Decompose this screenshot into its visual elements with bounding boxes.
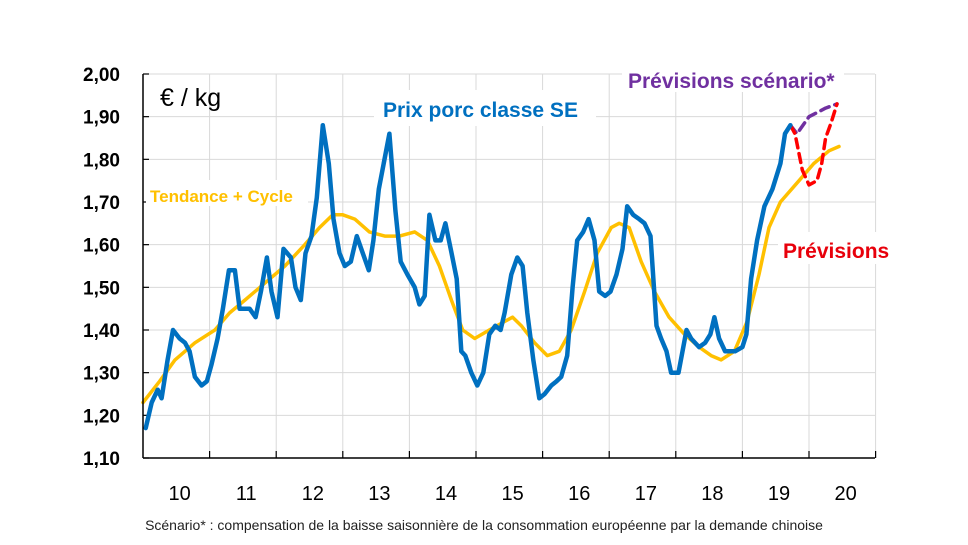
y-tick-label: 2,00 (83, 65, 120, 86)
x-tick-label: 19 (768, 483, 790, 505)
x-tick-label: 14 (435, 483, 457, 505)
y-axis-ticks: 1,10 1,20 1,30 1,40 1,50 1,60 1,70 1,80 1,90 2,00 (83, 65, 149, 470)
series-lines (141, 102, 841, 431)
x-tick-label: 15 (502, 483, 524, 505)
legend-label-scenario: Prévisions scénario* (628, 70, 835, 93)
y-tick-label: 1,70 (83, 193, 120, 214)
x-tick-label: 17 (635, 483, 657, 505)
y-tick-label: 1,20 (83, 406, 120, 427)
series-line-0 (143, 122, 793, 431)
label-bg-forecast (778, 232, 896, 264)
footnote: Scénario* : compensation de la baisse sa… (145, 517, 823, 533)
y-tick-label: 1,30 (83, 364, 120, 385)
legend-label-forecast: Prévisions (783, 240, 889, 263)
series-line-2 (788, 102, 839, 187)
x-axis-ticks: 10 11 12 13 14 15 16 17 18 19 20 (169, 451, 877, 505)
label-bg-price (374, 90, 596, 126)
y-tick-label: 1,10 (83, 449, 120, 470)
label-bg-scenario (622, 62, 844, 92)
x-tick-label: 16 (568, 483, 590, 505)
x-tick-label: 11 (236, 483, 257, 505)
y-tick-label: 1,60 (83, 236, 120, 257)
legend-label-price: Prix porc classe SE (383, 99, 578, 122)
legend-label-trend: Tendance + Cycle (150, 187, 293, 206)
y-tick-label: 1,90 (83, 108, 120, 129)
y-tick-label: 1,80 (83, 150, 120, 171)
x-tick-label: 20 (835, 483, 857, 505)
series-line-1 (141, 144, 841, 405)
x-tick-label: 12 (302, 483, 324, 505)
label-bg-trend (146, 180, 308, 206)
gridlines (143, 73, 877, 459)
unit-label: € / kg (160, 84, 221, 112)
x-tick-label: 13 (368, 483, 390, 505)
x-tick-label: 18 (701, 483, 723, 505)
y-tick-label: 1,40 (83, 321, 120, 342)
x-tick-label: 10 (169, 483, 191, 505)
y-tick-label: 1,50 (83, 278, 120, 299)
